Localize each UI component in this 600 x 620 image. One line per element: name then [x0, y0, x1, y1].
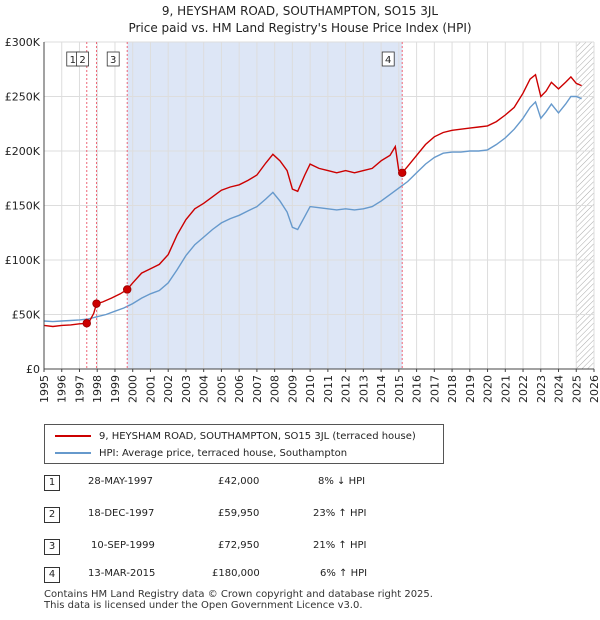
transaction-badge: 4: [44, 567, 60, 583]
transaction-label-box: [381, 51, 395, 67]
legend-line-property: [55, 435, 91, 437]
transaction-price: £180,000: [212, 568, 260, 579]
transaction-date: 13-MAR-2015: [88, 568, 156, 579]
x-tick-label: 2021: [499, 375, 512, 403]
y-tick-label: £0: [26, 363, 40, 376]
x-tick-label: 2006: [233, 375, 246, 403]
footer-copyright: Contains HM Land Registry data © Crown c…: [44, 589, 433, 600]
x-tick-label: 2016: [411, 375, 424, 403]
transaction-hpi-change: 8% ↓ HPI: [318, 476, 366, 487]
transaction-hpi-change: 23% ↑ HPI: [313, 508, 367, 519]
x-tick-label: 2010: [304, 375, 317, 403]
x-tick-label: 2009: [286, 375, 299, 403]
x-tick-label: 2013: [357, 375, 370, 403]
transaction-row: 1 28-MAY-1997 £42,000 8% ↓ HPI: [0, 475, 600, 495]
legend-label-hpi: HPI: Average price, terraced house, Sout…: [99, 447, 348, 459]
x-tick-label: 2012: [340, 375, 353, 403]
x-tick-label: 1999: [109, 375, 122, 403]
y-tick-label: £50K: [12, 309, 41, 322]
chart-title: 9, HEYSHAM ROAD, SOUTHAMPTON, SO15 3JL: [161, 4, 439, 18]
transaction-label: 1: [70, 55, 76, 66]
x-tick-label: 2025: [570, 375, 583, 403]
x-tick-label: 2005: [215, 375, 228, 403]
x-tick-label: 2000: [127, 375, 140, 403]
transaction-point: [398, 168, 407, 177]
y-tick-label: £300K: [5, 36, 41, 49]
series-line-hpi: [43, 95, 582, 323]
transaction-point: [82, 319, 91, 328]
y-tick-label: £250K: [5, 91, 41, 104]
x-tick-label: 2003: [180, 375, 193, 403]
transaction-date: 18-DEC-1997: [88, 508, 155, 519]
transaction-label: 4: [385, 55, 391, 66]
transaction-row: 2 18-DEC-1997 £59,950 23% ↑ HPI: [0, 507, 600, 527]
transaction-price: £59,950: [218, 508, 260, 519]
x-tick-label: 1996: [56, 375, 69, 403]
legend-line-hpi: [55, 452, 91, 454]
transaction-date: 28-MAY-1997: [88, 476, 154, 487]
y-tick-label: £150K: [5, 200, 41, 213]
x-tick-label: 1998: [91, 375, 104, 403]
x-tick-label: 2004: [198, 375, 211, 403]
y-tick-label: £100K: [5, 254, 41, 267]
transaction-label-box: [106, 51, 120, 67]
x-tick-label: 1997: [73, 375, 86, 403]
x-tick-label: 2007: [251, 375, 264, 403]
x-tick-label: 2011: [322, 375, 335, 403]
x-tick-label: 2022: [517, 375, 530, 403]
y-tick-label: £200K: [5, 145, 41, 158]
x-tick-label: 2026: [588, 375, 600, 403]
transaction-badge: 3: [44, 539, 60, 555]
x-tick-label: 2015: [393, 375, 406, 403]
x-tick-label: 1995: [38, 375, 51, 403]
transaction-date: 10-SEP-1999: [91, 540, 155, 551]
x-tick-label: 2014: [375, 375, 388, 403]
x-tick-label: 2018: [446, 375, 459, 403]
footer-licence: This data is licensed under the Open Gov…: [44, 600, 363, 611]
x-tick-label: 2001: [144, 375, 157, 403]
legend-item-hpi: HPI: Average price, terraced house, Sout…: [55, 445, 347, 461]
transaction-badge: 2: [44, 507, 60, 523]
transaction-point: [92, 299, 101, 308]
legend-label-property: 9, HEYSHAM ROAD, SOUTHAMPTON, SO15 3JL (…: [99, 430, 416, 442]
x-tick-label: 2023: [535, 375, 548, 403]
transaction-label: 2: [79, 55, 85, 66]
x-tick-label: 2024: [553, 375, 566, 403]
legend-item-property: 9, HEYSHAM ROAD, SOUTHAMPTON, SO15 3JL (…: [55, 428, 416, 444]
transaction-hpi-change: 21% ↑ HPI: [313, 540, 367, 551]
x-tick-label: 2017: [428, 375, 441, 403]
transaction-price: £42,000: [218, 476, 260, 487]
transaction-row: 4 13-MAR-2015 £180,000 6% ↑ HPI: [0, 567, 600, 587]
transaction-point: [123, 285, 132, 294]
x-tick-label: 2020: [482, 375, 495, 403]
transaction-price: £72,950: [218, 540, 260, 551]
x-tick-label: 2002: [162, 375, 175, 403]
transaction-label: 3: [110, 55, 116, 66]
transaction-row: 3 10-SEP-1999 £72,950 21% ↑ HPI: [0, 539, 600, 559]
chart-legend: 9, HEYSHAM ROAD, SOUTHAMPTON, SO15 3JL (…: [44, 424, 444, 464]
transaction-badge: 1: [44, 475, 60, 491]
chart-subtitle: Price paid vs. HM Land Registry's House …: [128, 21, 472, 35]
x-tick-label: 2019: [464, 375, 477, 403]
transaction-hpi-change: 6% ↑ HPI: [320, 568, 368, 579]
x-tick-label: 2008: [269, 375, 282, 403]
transaction-label-box: [76, 51, 89, 67]
